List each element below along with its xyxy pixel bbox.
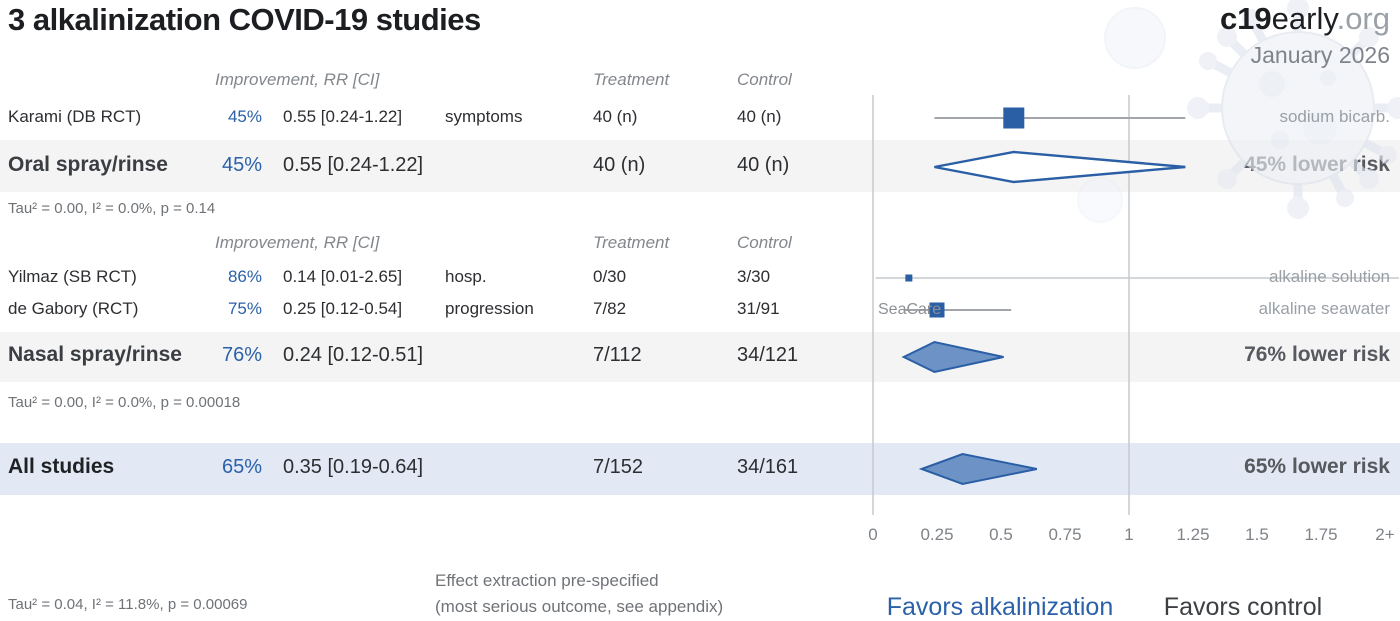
all-studies-name: All studies <box>8 455 115 478</box>
group-name: Nasal spray/rinse <box>8 343 182 366</box>
axis-tick-label: 1.75 <box>1304 525 1338 544</box>
axis-tick-label: 0.75 <box>1048 525 1082 544</box>
heterogeneity-note-nasal: Tau² = 0.00, I² = 0.0%, p = 0.00018 <box>8 394 241 411</box>
favors-treatment-label: Favors alkalinization <box>886 593 1114 621</box>
col-header-control: Control <box>737 70 792 89</box>
axis-tick-label: 1.25 <box>1176 525 1210 544</box>
study-rr-ci: 0.14 [0.01-2.65] <box>283 267 403 286</box>
group-improvement: 45% <box>221 154 262 176</box>
coronavirus-watermark-image <box>1077 0 1400 223</box>
group-name: Oral spray/rinse <box>8 153 168 176</box>
study-outcome: symptoms <box>445 107 523 126</box>
group-treatment-n: 40 (n) <box>593 154 646 176</box>
col-header-treatment: Treatment <box>593 70 670 89</box>
group-rr-ci: 0.24 [0.12-0.51] <box>283 344 424 366</box>
all-studies-control-n: 34/161 <box>737 456 799 478</box>
study-treatment-n: 40 (n) <box>593 107 638 126</box>
study-name: de Gabory (RCT) <box>8 299 139 318</box>
study-control-n: 31/91 <box>737 299 780 318</box>
study-rr-ci: 0.55 [0.24-1.22] <box>283 107 403 126</box>
group-improvement: 76% <box>221 344 262 366</box>
point-estimate-square <box>929 302 945 318</box>
all-studies-rr-ci: 0.35 [0.19-0.64] <box>283 456 424 478</box>
all-studies-result: 65% lower risk <box>1244 455 1390 478</box>
brand-link[interactable]: c19early.org <box>1220 1 1390 37</box>
col-header-improvement: Improvement, RR [CI] <box>215 233 380 252</box>
group-rr-ci: 0.55 [0.24-1.22] <box>283 154 424 176</box>
study-improvement: 75% <box>227 299 262 318</box>
study-treatment-n: 0/30 <box>593 267 627 286</box>
point-estimate-square <box>905 274 913 282</box>
page-title: 3 alkalinization COVID-19 studies <box>8 2 481 37</box>
effect-extraction-note-line1: Effect extraction pre-specified <box>435 571 659 590</box>
col-header-control: Control <box>737 233 792 252</box>
brand-org: .org <box>1336 1 1390 36</box>
all-studies-treatment-n: 7/152 <box>593 456 644 478</box>
all-studies-row-background <box>0 443 1400 495</box>
favors-control-label: Favors control <box>1163 593 1323 621</box>
study-control-n: 3/30 <box>737 267 771 286</box>
group-control-n: 40 (n) <box>737 154 790 176</box>
col-header-treatment: Treatment <box>593 233 670 252</box>
axis-tick-label: 1.5 <box>1245 525 1269 544</box>
effect-extraction-note: Effect extraction pre-specified (most se… <box>435 568 723 620</box>
summary-diamond <box>901 340 1004 374</box>
brand-early: early <box>1271 1 1337 36</box>
group-control-n: 34/121 <box>737 344 799 366</box>
summary-diamond <box>918 452 1038 486</box>
nasal-summary-row-background <box>0 332 1400 382</box>
study-name: Yilmaz (SB RCT) <box>8 267 137 286</box>
summary-diamond <box>934 150 1186 184</box>
group-treatment-n: 7/112 <box>593 344 642 366</box>
all-studies-improvement: 65% <box>221 456 262 478</box>
axis-tick-label: 2+ <box>1375 525 1395 544</box>
report-date: January 2026 <box>1250 42 1390 68</box>
group-result: 76% lower risk <box>1244 343 1390 366</box>
study-outcome: hosp. <box>445 267 487 286</box>
study-outcome: progression <box>445 299 534 318</box>
brand-c19: c19 <box>1219 1 1272 36</box>
study-name: Karami (DB RCT) <box>8 107 142 126</box>
study-treatment-tag: sodium bicarb. <box>1279 107 1390 126</box>
study-improvement: 86% <box>227 267 262 286</box>
axis-tick-label: 0.25 <box>920 525 954 544</box>
effect-extraction-note-line2: (most serious outcome, see appendix) <box>435 597 724 616</box>
study-improvement: 45% <box>227 107 262 126</box>
study-treatment-n: 7/82 <box>593 299 627 318</box>
heterogeneity-note-oral: Tau² = 0.00, I² = 0.0%, p = 0.14 <box>8 200 216 217</box>
axis-tick-label: 0.5 <box>989 525 1013 544</box>
study-control-n: 40 (n) <box>737 107 782 126</box>
study-treatment-tag: alkaline seawater <box>1258 299 1390 318</box>
point-estimate-square <box>1003 107 1025 129</box>
axis-tick-label: 1 <box>1124 525 1134 544</box>
col-header-improvement: Improvement, RR [CI] <box>215 70 380 89</box>
seacare-brand-label: SeaCare <box>878 301 942 318</box>
axis-tick-label: 0 <box>868 525 878 544</box>
study-treatment-tag: alkaline solution <box>1269 267 1390 286</box>
study-rr-ci: 0.25 [0.12-0.54] <box>283 299 403 318</box>
footnote-heterogeneity: Tau² = 0.04, I² = 11.8%, p = 0.00069 <box>8 596 248 613</box>
